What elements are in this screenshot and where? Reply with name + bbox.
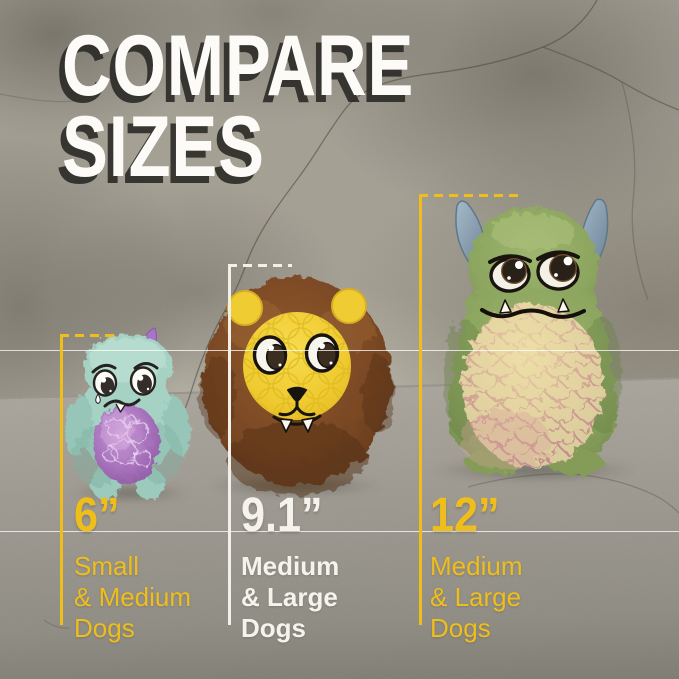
- green-monster-face: [480, 250, 586, 319]
- size-value: 6”: [74, 489, 120, 542]
- teal-monster-toy-image: [65, 327, 191, 500]
- teal-monster-body: [65, 334, 191, 500]
- bracket-side-teal-monster: [60, 334, 63, 625]
- size-label-lion: 9.1” Medium & Large Dogs: [241, 491, 339, 644]
- lion-right-ear: [331, 288, 367, 324]
- size-value: 9.1”: [241, 489, 323, 542]
- green-monster-body: [443, 207, 622, 475]
- ruler-line-lower: [0, 531, 679, 532]
- size-label-green-monster: 12” Medium & Large Dogs: [430, 491, 522, 644]
- bracket-top-green-monster: [419, 194, 519, 197]
- size-audience: Medium & Large Dogs: [241, 551, 340, 643]
- title-line-2: SIZES: [62, 99, 265, 195]
- size-audience: Medium & Large Dogs: [430, 551, 523, 643]
- lion-left-ear: [227, 290, 263, 326]
- bracket-top-teal-monster: [60, 334, 118, 337]
- bracket-side-lion: [228, 264, 231, 625]
- green-monster-mouth: [480, 308, 586, 319]
- ruler-line-upper: [0, 350, 679, 351]
- lion-face: [227, 288, 367, 433]
- lion-toy-image: [200, 277, 394, 496]
- lion-mouth: [272, 414, 322, 426]
- green-monster-belly: [460, 304, 604, 470]
- size-value: 12”: [430, 489, 500, 542]
- teal-monster-face: [91, 362, 159, 413]
- green-monster-toy-image: [443, 198, 622, 475]
- page-title: COMPARE SIZES: [62, 18, 415, 195]
- bracket-top-lion: [228, 264, 292, 267]
- bracket-side-green-monster: [419, 194, 422, 625]
- teal-monster-mouth: [103, 398, 141, 408]
- size-audience: Small & Medium Dogs: [74, 551, 192, 643]
- size-label-teal-monster: 6” Small & Medium Dogs: [74, 491, 191, 644]
- title-line-1: COMPARE: [62, 18, 415, 114]
